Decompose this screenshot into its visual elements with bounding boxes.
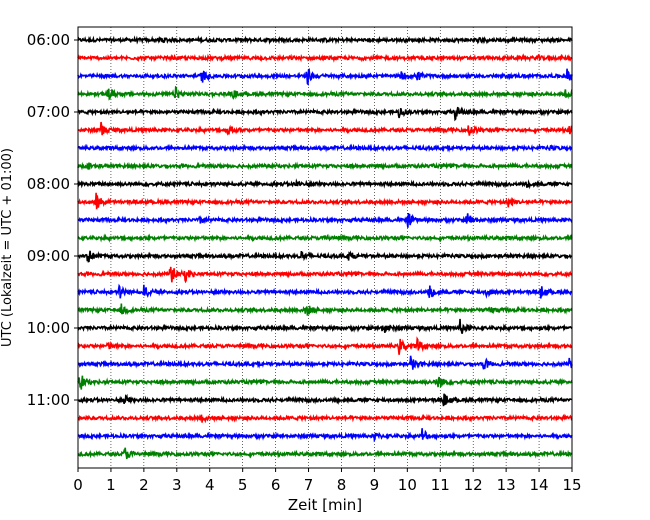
x-axis-label: Zeit [min] [288, 496, 362, 514]
seismogram-traces [77, 35, 573, 460]
x-tick-label: 10 [398, 476, 417, 494]
x-axis: 0 1 2 3 4 5 6 7 8 9 10 11 12 13 14 15 [73, 468, 582, 494]
x-tick-label: 12 [464, 476, 483, 494]
x-tick-label: 15 [562, 476, 581, 494]
trace-1030 [77, 355, 573, 370]
trace-0800 [77, 178, 573, 190]
trace-0915 [77, 266, 572, 284]
trace-0745 [77, 161, 573, 171]
trace-0830 [77, 213, 573, 228]
x-tick-label: 7 [304, 476, 314, 494]
x-tick-label: 0 [73, 476, 83, 494]
trace-1000 [77, 318, 573, 334]
trace-0715 [77, 121, 573, 136]
y-tick-label: 07:00 [27, 103, 70, 121]
x-tick-label: 13 [497, 476, 516, 494]
y-tick-label: 09:00 [27, 247, 70, 265]
y-tick-label: 08:00 [27, 175, 70, 193]
y-axis: 06:00 07:00 08:00 09:00 10:00 11:00 [27, 31, 78, 409]
x-tick-label: 3 [172, 476, 182, 494]
x-tick-label: 9 [370, 476, 380, 494]
y-axis-label: UTC (Lokalzeit = UTC + 01:00) [0, 148, 15, 347]
trace-0930 [77, 283, 573, 299]
trace-0730 [77, 143, 573, 153]
trace-0815 [77, 192, 573, 210]
trace-0900 [77, 250, 573, 263]
x-tick-label: 1 [106, 476, 116, 494]
x-tick-label: 2 [139, 476, 149, 494]
x-tick-label: 14 [530, 476, 549, 494]
x-tick-label: 11 [431, 476, 450, 494]
y-tick-label: 11:00 [27, 391, 70, 409]
trace-0600 [77, 35, 573, 45]
trace-1045 [77, 375, 573, 390]
trace-0630 [77, 68, 573, 86]
plot-frame [77, 26, 573, 469]
x-tick-label: 8 [337, 476, 347, 494]
trace-1100 [77, 393, 573, 407]
x-tick-label: 6 [271, 476, 281, 494]
trace-0645 [77, 85, 573, 101]
trace-1130 [77, 428, 573, 443]
x-tick-label: 4 [205, 476, 215, 494]
trace-1015 [77, 336, 573, 355]
x-tick-label: 5 [238, 476, 248, 494]
trace-1145 [77, 447, 573, 460]
trace-0700 [77, 106, 573, 122]
y-tick-label: 06:00 [27, 31, 70, 49]
trace-1115 [77, 413, 573, 424]
trace-0945 [77, 303, 573, 316]
y-tick-label: 10:00 [27, 319, 70, 337]
trace-0615 [77, 53, 573, 63]
trace-0845 [77, 233, 573, 243]
